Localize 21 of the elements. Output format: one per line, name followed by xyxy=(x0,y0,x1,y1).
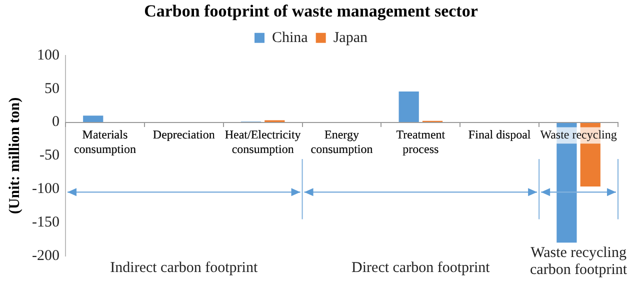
y-tick-label: 0 xyxy=(52,114,60,130)
chart-title: Carbon footprint of waste management sector xyxy=(144,2,478,21)
x-tick-label: Materials consumption xyxy=(74,128,136,156)
legend-label: China xyxy=(272,30,308,46)
y-tick-label: -100 xyxy=(32,181,60,198)
y-tick-label: -150 xyxy=(32,214,60,231)
text: Direct carbon footprint xyxy=(352,260,491,276)
x-tick-label: Final dispoal xyxy=(468,128,532,142)
x-tick-label: Depreciation xyxy=(152,128,215,142)
y-axis-title: (Unit: million ton) xyxy=(6,97,23,214)
x-tick-label: Energy consumption xyxy=(310,128,373,156)
y-tick-label: -50 xyxy=(39,148,60,164)
x-tick-label: Heat/Electricity consumption xyxy=(224,128,301,156)
legend-label: Japan xyxy=(333,30,368,46)
x-tick-label: Treatment process xyxy=(396,128,446,156)
y-tick-label: -200 xyxy=(32,248,60,264)
y-tick-label: 50 xyxy=(44,80,60,97)
annotation: Waste recycling carbon footprint xyxy=(530,244,628,278)
y-tick-label: 100 xyxy=(36,47,60,64)
x-tick-label: Waste recycling xyxy=(540,128,617,142)
text: Indirect carbon footprint xyxy=(110,260,258,276)
